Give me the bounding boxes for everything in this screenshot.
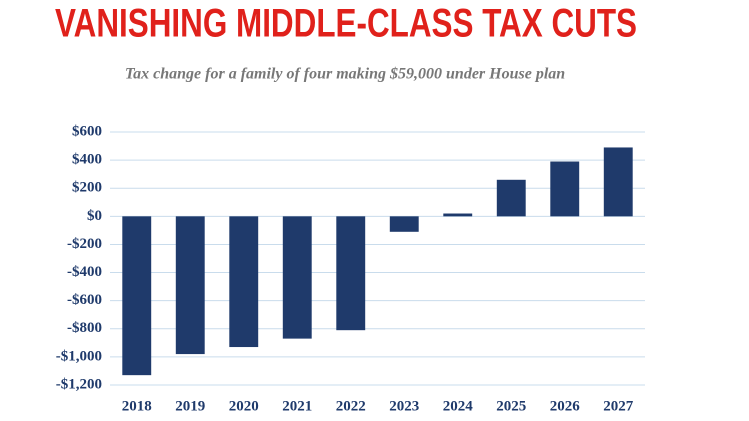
x-tick-label: 2018 (122, 398, 152, 414)
x-tick-label: 2020 (229, 398, 259, 414)
x-tick-label: 2022 (336, 398, 366, 414)
y-tick-label: $200 (72, 180, 102, 196)
y-tick-label: $600 (72, 123, 102, 139)
y-tick-label: -$600 (67, 292, 102, 308)
bar (175, 216, 205, 355)
bar (282, 216, 312, 339)
y-tick-label: -$800 (67, 320, 102, 336)
y-tick-label: -$1,000 (56, 348, 102, 364)
x-tick-label: 2023 (389, 398, 419, 414)
bar (550, 161, 580, 217)
x-tick-label: 2024 (443, 398, 474, 414)
y-tick-label: -$400 (67, 264, 102, 280)
bar (603, 147, 633, 217)
bar (229, 216, 259, 348)
x-tick-label: 2027 (603, 398, 634, 414)
y-tick-label: $0 (87, 208, 102, 224)
x-tick-label: 2021 (282, 398, 312, 414)
y-tick-label: $400 (72, 152, 102, 168)
x-tick-label: 2026 (550, 398, 581, 414)
y-tick-label: -$200 (67, 236, 102, 252)
chart-subtitle: Tax change for a family of four making $… (125, 66, 565, 83)
x-tick-label: 2025 (496, 398, 526, 414)
y-tick-label: -$1,200 (56, 376, 102, 392)
bar (336, 216, 366, 331)
chart-title: VANISHING MIDDLE-CLASS TAX CUTS (55, 2, 637, 46)
bar (443, 213, 473, 217)
bar (389, 216, 419, 232)
bar (496, 179, 526, 217)
bar (122, 216, 152, 376)
x-tick-label: 2019 (175, 398, 205, 414)
